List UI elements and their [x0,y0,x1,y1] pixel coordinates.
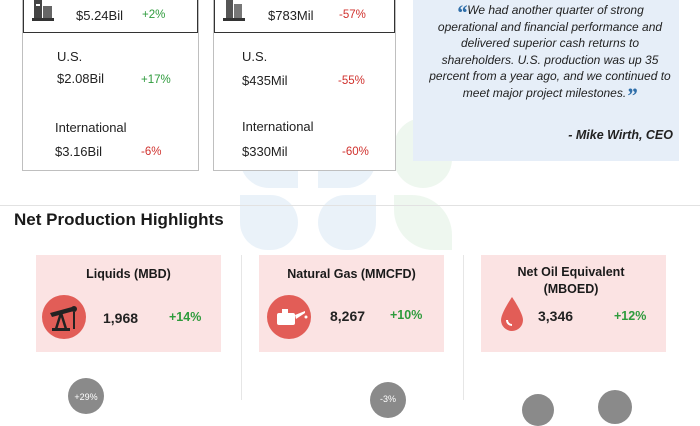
highlight-card-liquids: Liquids (MBD) 1,968 +14% [36,255,221,352]
total-earnings-box: $5.24Bil +2% [23,0,198,33]
highlight-title: Natural Gas (MMCFD) [287,267,416,281]
total-earnings-change: +2% [142,9,166,21]
oil-pump-icon [42,295,86,339]
region-label-international: International [55,120,127,135]
quote-author: - Mike Wirth, CEO [568,128,673,142]
region-value-international: $3.16Bil [55,144,102,159]
segment-earnings-value: $783Mil [268,8,314,23]
highlight-title: Net Oil Equivalent (MBOED) [517,265,625,296]
badge-circle [598,390,632,424]
refinery-icon [32,0,54,21]
highlight-card-net-oil-equivalent: Net Oil Equivalent (MBOED) 3,346 +12% [481,255,666,352]
highlight-title: Liquids (MBD) [86,267,171,281]
change-badge: +29% [68,378,104,414]
region-label-us: U.S. [242,49,268,64]
section-title: Net Production Highlights [14,210,224,229]
change-badge: -3% [370,382,406,418]
watermark-leaf-5 [318,195,376,250]
column-divider [241,255,242,400]
region-label-us: U.S. [57,49,83,64]
quote-text-block: “We had another quarter of strong operat… [425,0,675,107]
quote-text: We had another quarter of strong operati… [429,3,671,100]
close-quote-mark: ” [626,82,638,108]
badge-circle [522,394,554,426]
change-badge-text: +29% [74,392,98,402]
section-divider [0,205,700,206]
region-value-us: $435Mil [242,73,288,88]
building-icon [223,0,245,21]
segment-earnings-change: -57% [339,9,366,21]
highlight-value: 3,346 [538,308,574,324]
highlight-value: 1,968 [103,310,139,326]
segment-earnings-box: $783Mil -57% [214,0,395,33]
watermark-leaf-4 [240,195,298,250]
watermark-leaf-6 [394,195,452,250]
highlight-change: +12% [614,309,647,323]
region-change-us: +17% [141,74,171,86]
open-quote-mark: “ [456,0,468,25]
region-label-international: International [242,119,314,134]
oil-can-icon [267,295,311,339]
region-change-international: -6% [141,146,162,158]
earnings-card-segment: $783Mil -57% U.S. $435Mil -55% Internati… [213,0,396,171]
earnings-card-total: $5.24Bil +2% U.S. $2.08Bil +17% Internat… [22,0,199,171]
highlight-change: +14% [169,310,202,324]
highlight-value: 8,267 [330,308,366,324]
oil-drop-icon [501,297,523,331]
region-value-international: $330Mil [242,144,288,159]
change-badge-text: -3% [379,394,396,404]
total-earnings-value: $5.24Bil [76,8,123,23]
ceo-quote-box: “We had another quarter of strong operat… [413,0,679,161]
region-change-international: -60% [342,146,369,158]
column-divider [463,255,464,400]
region-change-us: -55% [338,75,365,87]
region-value-us: $2.08Bil [57,71,104,86]
highlight-card-natural-gas: Natural Gas (MMCFD) 8,267 +10% [259,255,444,352]
highlight-change: +10% [390,308,423,322]
